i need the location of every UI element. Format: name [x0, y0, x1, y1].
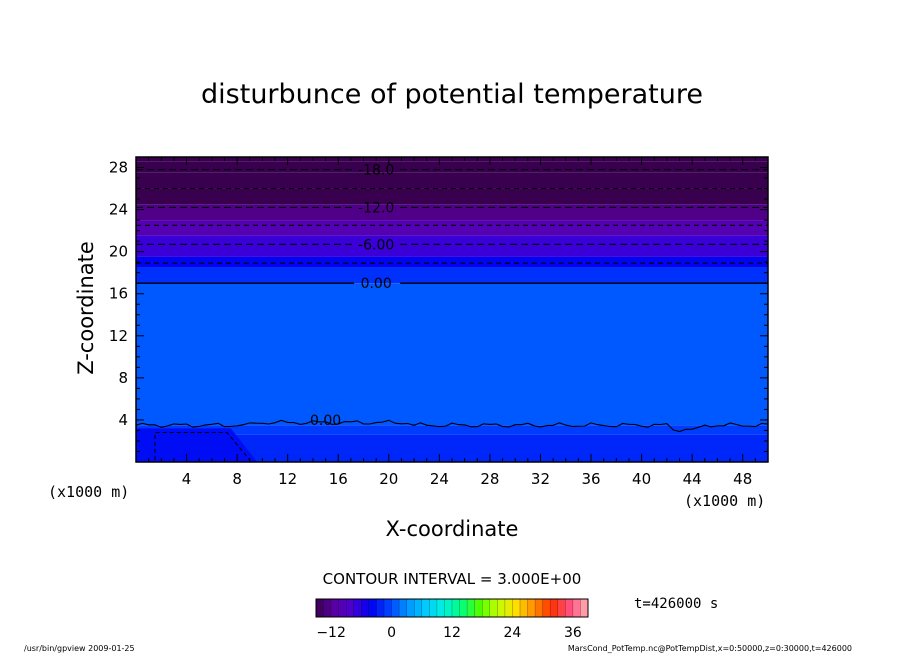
- y-tick-label: 16: [109, 285, 128, 303]
- colorbar-cell: [467, 599, 475, 617]
- footer-right: MarsCond_PotTemp.nc@PotTempDist,x=0:5000…: [568, 644, 852, 653]
- x-unit-right: (x1000 m): [684, 492, 765, 510]
- y-axis-label: Z-coordinate: [74, 241, 98, 375]
- colorbar-cell: [550, 599, 559, 617]
- y-tick-label: 20: [109, 243, 128, 261]
- x-tick-label: 20: [379, 470, 398, 488]
- y-axis-ticks: 4 8 12 16 20 24 28: [109, 159, 768, 452]
- field-band: [136, 161, 768, 173]
- temperature-field: [136, 157, 768, 462]
- colorbar-cell: [436, 599, 445, 617]
- colorbar-cell: [361, 599, 370, 617]
- colorbar-tick-label: −12: [316, 625, 346, 641]
- contour-label: -18.0: [358, 163, 394, 179]
- colorbar-cell: [323, 599, 332, 617]
- colorbar-cell: [353, 599, 362, 617]
- contour-label: 0.00: [361, 276, 392, 292]
- colorbar-cell: [520, 599, 528, 617]
- colorbar-cell: [512, 599, 521, 617]
- colorbar-cell: [459, 599, 468, 617]
- colorbar-cell: [527, 599, 536, 617]
- field-band: [136, 220, 768, 236]
- colorbar-tick-label: 24: [504, 625, 522, 641]
- x-tick-label: 12: [278, 470, 297, 488]
- x-axis-label: X-coordinate: [386, 517, 519, 541]
- cold-pool-region: [136, 428, 258, 462]
- x-tick-label: 8: [232, 470, 242, 488]
- colorbar-cell: [391, 599, 400, 617]
- colorbar-cell: [452, 599, 460, 617]
- contour-label: -12.0: [358, 200, 394, 216]
- colorbar-cell: [542, 599, 551, 617]
- x-tick-label: 24: [430, 470, 449, 488]
- time-label: t=426000 s: [634, 596, 718, 612]
- colorbar-cell: [346, 599, 355, 617]
- contour-interval-label: CONTOUR INTERVAL = 3.000E+00: [323, 570, 582, 588]
- colorbar-cell: [557, 599, 566, 617]
- field-band: [136, 188, 768, 205]
- field-band: [136, 172, 768, 189]
- x-tick-label: 48: [733, 470, 752, 488]
- contour-labels: -18.0 -12.0 -6.00 0.00 0.00: [310, 163, 394, 429]
- colorbar-cell: [572, 599, 581, 617]
- colorbar-cell: [444, 599, 453, 617]
- colorbar-tick-label: 36: [564, 625, 582, 641]
- footer-left: /usr/bin/gpview 2009-01-25: [24, 644, 135, 653]
- colorbar-tick-label: 0: [387, 625, 396, 641]
- contour-label: -6.00: [358, 237, 394, 253]
- colorbar-frame: [315, 598, 589, 618]
- field-band: [136, 283, 768, 426]
- contour-lines: [135, 169, 769, 461]
- colorbar-cell: [338, 599, 347, 617]
- field-band: [136, 267, 768, 284]
- colorbar-cell: [331, 599, 339, 617]
- colorbar-cell: [565, 599, 574, 617]
- x-unit-left: (x1000 m): [48, 483, 129, 501]
- colorbar-cell: [316, 599, 324, 617]
- colorbar-cell: [399, 599, 407, 617]
- colorbar-cell: [580, 599, 589, 617]
- colorbar-cell: [535, 599, 543, 617]
- colorbar-cell: [474, 599, 483, 617]
- y-tick-label: 8: [118, 369, 128, 387]
- x-tick-label: 4: [182, 470, 192, 488]
- field-band: [136, 425, 768, 435]
- y-tick-label: 12: [109, 327, 128, 345]
- field-band: [136, 235, 768, 257]
- y-tick-label: 24: [109, 201, 128, 219]
- x-tick-label: 44: [683, 470, 702, 488]
- field-band: [136, 256, 768, 268]
- x-tick-label: 16: [329, 470, 348, 488]
- colorbar-cell: [429, 599, 438, 617]
- chart-title: disturbunce of potential temperature: [201, 79, 703, 110]
- colorbar: [315, 598, 589, 618]
- colorbar-cell: [376, 599, 385, 617]
- colorbar-tick-labels: −12 0 12 24 36: [316, 625, 582, 641]
- y-tick-label: 28: [109, 159, 128, 177]
- colorbar-tick-label: 12: [443, 625, 461, 641]
- x-tick-label: 32: [531, 470, 550, 488]
- contour-label: 0.00: [310, 413, 341, 429]
- contour-line-surface: [135, 419, 769, 433]
- colorbar-cell: [489, 599, 498, 617]
- colorbar-cell: [482, 599, 491, 617]
- colorbar-cell: [421, 599, 430, 617]
- x-tick-label: 40: [632, 470, 651, 488]
- x-axis-ticks: 4 8 12 16 20 24 28 32 36 40 44 48: [148, 157, 756, 488]
- colorbar-cell: [504, 599, 513, 617]
- x-tick-label: 28: [480, 470, 499, 488]
- colorbar-cell: [368, 599, 377, 617]
- colorbar-cell: [414, 599, 423, 617]
- field-band: [136, 204, 768, 221]
- x-tick-label: 36: [581, 470, 600, 488]
- contour-line-cold-pool: [154, 432, 251, 461]
- y-tick-label: 4: [118, 411, 128, 429]
- colorbar-cell: [384, 599, 392, 617]
- colorbar-cell: [406, 599, 415, 617]
- colorbar-cell: [497, 599, 506, 617]
